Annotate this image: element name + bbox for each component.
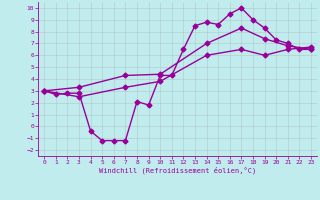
X-axis label: Windchill (Refroidissement éolien,°C): Windchill (Refroidissement éolien,°C) bbox=[99, 167, 256, 174]
